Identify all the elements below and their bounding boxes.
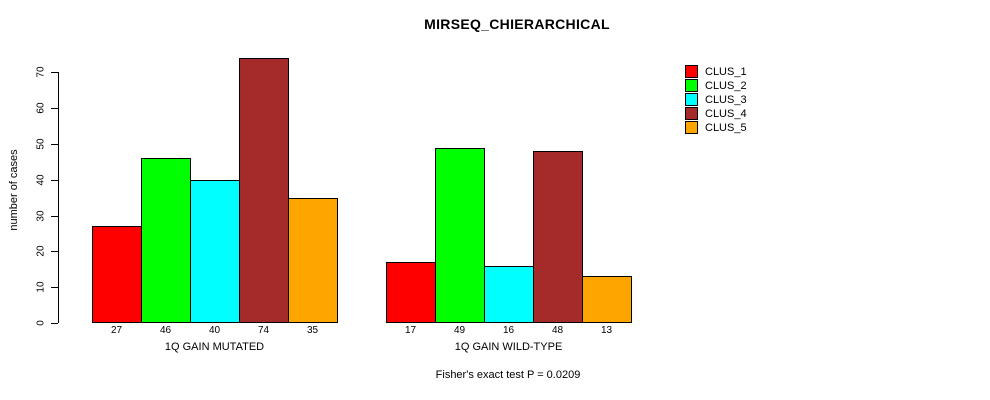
chart-title: MIRSEQ_CHIERARCHICAL [424,16,610,32]
legend: CLUS_1 CLUS_2 CLUS_3 CLUS_4 CLUS_5 [685,65,747,136]
y-axis-tick-label: 0 [35,320,47,326]
legend-item-clus_5: CLUS_5 [685,121,747,134]
bar-clus_3-group1 [190,180,240,323]
y-axis-tick-label: 20 [35,245,47,257]
y-axis-tick-label: 70 [35,66,47,78]
legend-swatch-icon [685,79,698,92]
bar-value-label: 27 [110,325,123,336]
bar-value-label: 74 [257,325,270,336]
legend-label: CLUS_5 [705,121,747,134]
legend-label: CLUS_4 [705,107,747,120]
bar-value-label: 13 [600,325,613,336]
y-axis-tick [51,180,58,181]
bar-value-label: 17 [404,325,417,336]
bar-clus_3-group2 [484,266,534,323]
bar-value-label: 35 [306,325,319,336]
legend-item-clus_4: CLUS_4 [685,107,747,120]
bar-clus_1-group1 [92,226,142,323]
legend-label: CLUS_1 [705,65,747,78]
y-axis-tick [51,323,58,324]
y-axis-line [58,72,59,323]
legend-label: CLUS_3 [705,93,747,106]
y-axis-tick-label: 30 [35,210,47,222]
y-axis-tick [51,144,58,145]
y-axis-tick [51,216,58,217]
x-axis-group-label: 1Q GAIN WILD-TYPE [454,341,563,353]
bar-value-label: 16 [502,325,515,336]
bar-clus_4-group1 [239,58,289,323]
legend-item-clus_3: CLUS_3 [685,93,747,106]
y-axis-tick [51,287,58,288]
y-axis-tick [51,108,58,109]
legend-item-clus_2: CLUS_2 [685,79,747,92]
legend-swatch-icon [685,65,698,78]
bar-clus_4-group2 [533,151,583,323]
y-axis-tick-label: 50 [35,138,47,150]
bar-value-label: 48 [551,325,564,336]
legend-swatch-icon [685,93,698,106]
bar-value-label: 49 [453,325,466,336]
bar-clus_5-group1 [288,198,338,323]
legend-label: CLUS_2 [705,79,747,92]
y-axis-tick-label: 10 [35,281,47,293]
y-axis-tick-label: 60 [35,102,47,114]
y-axis-tick [51,251,58,252]
legend-swatch-icon [685,107,698,120]
y-axis-tick-label: 40 [35,174,47,186]
y-axis-tick [51,72,58,73]
bar-value-label: 40 [208,325,221,336]
bar-clus_2-group1 [141,158,191,323]
bar-value-label: 46 [159,325,172,336]
y-axis-label: number of cases [8,149,20,231]
x-axis-group-label: 1Q GAIN MUTATED [164,341,265,353]
bar-clus_5-group2 [582,276,632,323]
annotation-fisher-test: Fisher's exact test P = 0.0209 [435,369,581,381]
bar-clus_1-group2 [386,262,436,323]
legend-item-clus_1: CLUS_1 [685,65,747,78]
bar-clus_2-group2 [435,148,485,323]
legend-swatch-icon [685,121,698,134]
